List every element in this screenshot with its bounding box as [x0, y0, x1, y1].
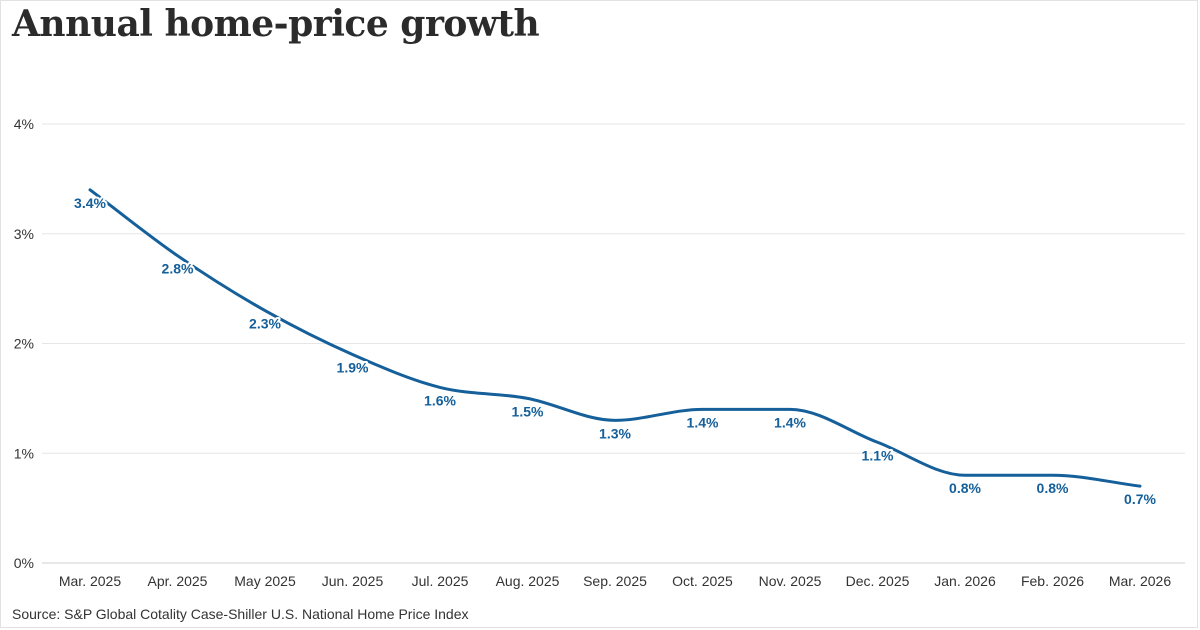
- data-label: 1.4%: [687, 414, 719, 430]
- x-tick-label: Oct. 2025: [672, 573, 733, 589]
- gridlines: [42, 123, 1185, 564]
- x-tick-label: Mar. 2026: [1109, 573, 1171, 589]
- data-label: 1.3%: [599, 425, 631, 441]
- x-tick-label: Apr. 2025: [148, 573, 208, 589]
- source-note: Source: S&P Global Cotality Case-Shiller…: [12, 606, 469, 622]
- data-label: 0.7%: [1124, 491, 1156, 507]
- series-line: [88, 188, 1142, 488]
- data-label: 3.4%: [74, 195, 106, 211]
- x-tick-label: Jan. 2026: [934, 573, 996, 589]
- y-tick-label: 0%: [14, 555, 34, 571]
- data-label: 1.1%: [862, 447, 894, 463]
- data-label: 1.6%: [424, 392, 456, 408]
- x-axis-ticks: Mar. 2025 Apr. 2025 May 2025 Jun. 2025 Jul. …: [59, 573, 1171, 589]
- series-line-group: [88, 188, 1142, 488]
- data-label: 0.8%: [1037, 480, 1069, 496]
- chart-title: Annual home-price growth: [12, 3, 540, 45]
- data-label: 1.4%: [774, 414, 806, 430]
- data-label: 1.5%: [512, 403, 544, 419]
- x-tick-label: Jul. 2025: [412, 573, 469, 589]
- x-tick-label: Dec. 2025: [846, 573, 910, 589]
- data-label: 2.3%: [249, 316, 281, 332]
- y-tick-label: 3%: [14, 226, 34, 242]
- x-tick-label: May 2025: [234, 573, 296, 589]
- data-label: 0.8%: [949, 480, 981, 496]
- x-tick-label: Aug. 2025: [496, 573, 560, 589]
- y-axis-ticks: 0% 1% 2% 3% 4%: [14, 116, 34, 571]
- y-tick-label: 1%: [14, 445, 34, 461]
- y-tick-label: 4%: [14, 116, 34, 132]
- x-tick-label: Sep. 2025: [583, 573, 647, 589]
- x-tick-label: Nov. 2025: [759, 573, 822, 589]
- x-tick-label: Mar. 2025: [59, 573, 121, 589]
- y-tick-label: 2%: [14, 336, 34, 352]
- x-tick-label: Jun. 2025: [322, 573, 384, 589]
- data-label: 1.9%: [337, 359, 369, 375]
- data-labels: 3.4% 2.8% 2.3% 1.9% 1.6% 1.5% 1.3% 1.4% 1.4% 1.1%…: [72, 193, 1158, 509]
- x-tick-label: Feb. 2026: [1021, 573, 1084, 589]
- data-label: 2.8%: [162, 261, 194, 277]
